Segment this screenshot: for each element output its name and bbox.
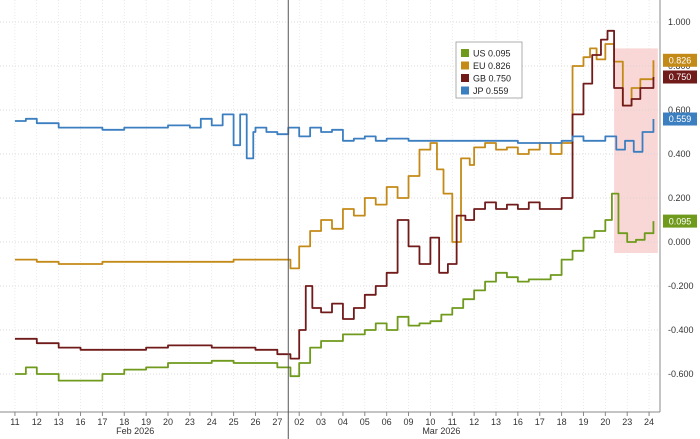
x-tick-label: 09 [404, 417, 414, 427]
y-tick-label: 0.200 [668, 193, 691, 203]
series-line-eu [14, 43, 655, 270]
series-line-us [14, 192, 655, 382]
legend-swatch-us [461, 49, 469, 57]
value-tag-jp [663, 112, 697, 126]
y-tick-label: -0.400 [668, 325, 694, 335]
x-tick-label: 13 [491, 417, 501, 427]
legend-swatch-gb [461, 74, 469, 82]
x-tick-label: 03 [316, 417, 326, 427]
month-label: Mar 2026 [422, 426, 460, 436]
month-label: Feb 2026 [116, 426, 154, 436]
y-tick-label: 0.000 [668, 237, 691, 247]
x-tick-label: 12 [469, 417, 479, 427]
x-tick-label: 20 [600, 417, 610, 427]
y-tick-label: 0.400 [668, 149, 691, 159]
y-tick-label: 0.600 [668, 105, 691, 115]
legend-swatch-jp [461, 86, 469, 95]
x-tick-label: 24 [207, 417, 217, 427]
x-tick-label: 20 [163, 417, 173, 427]
x-tick-label: 02 [294, 417, 304, 427]
highlight-band [614, 48, 658, 254]
x-tick-label: 04 [338, 417, 348, 427]
x-tick-label: 24 [644, 417, 654, 427]
value-tag-gb [663, 70, 697, 84]
x-tick-label: 27 [272, 417, 282, 427]
x-tick-label: 19 [578, 417, 588, 427]
x-tick-label: 17 [535, 417, 545, 427]
x-tick-label: 16 [513, 417, 523, 427]
legend-entry-gb: GB 0.750 [473, 74, 511, 84]
series-line-gb [14, 29, 655, 360]
x-tick-label: 11 [10, 417, 19, 427]
x-tick-label: 25 [229, 417, 239, 427]
x-tick-label: 12 [32, 417, 42, 427]
legend-entry-jp: JP 0.559 [473, 86, 508, 96]
x-tick-label: 18 [119, 417, 129, 427]
x-tick-label: 18 [557, 417, 567, 427]
value-tag-label-gb: 0.750 [669, 72, 692, 82]
legend-swatch-eu [461, 61, 469, 70]
value-tag-label-eu: 0.826 [669, 55, 692, 65]
x-tick-label: 16 [76, 417, 86, 427]
value-tag-label-us: 0.095 [669, 216, 692, 226]
y-tick-label: -0.600 [668, 369, 694, 379]
x-tick-label: 19 [141, 417, 151, 427]
x-tick-label: 06 [382, 417, 392, 427]
x-tick-label: 10 [425, 417, 435, 427]
x-tick-label: 11 [448, 417, 457, 427]
x-tick-label: 17 [97, 417, 107, 427]
value-tag-label-jp: 0.559 [669, 114, 692, 124]
y-tick-label: -0.200 [668, 281, 694, 291]
value-tag-eu [663, 53, 697, 67]
series-line-jp [14, 113, 655, 160]
x-tick-label: 26 [250, 417, 260, 427]
legend-entry-eu: EU 0.826 [473, 61, 511, 71]
legend-entry-us: US 0.095 [473, 49, 511, 59]
x-tick-label: 23 [185, 417, 195, 427]
value-tag-us [663, 214, 697, 228]
x-tick-label: 05 [360, 417, 370, 427]
x-tick-label: 13 [54, 417, 64, 427]
x-tick-label: 23 [622, 417, 632, 427]
y-tick-label: 1.000 [668, 17, 691, 27]
